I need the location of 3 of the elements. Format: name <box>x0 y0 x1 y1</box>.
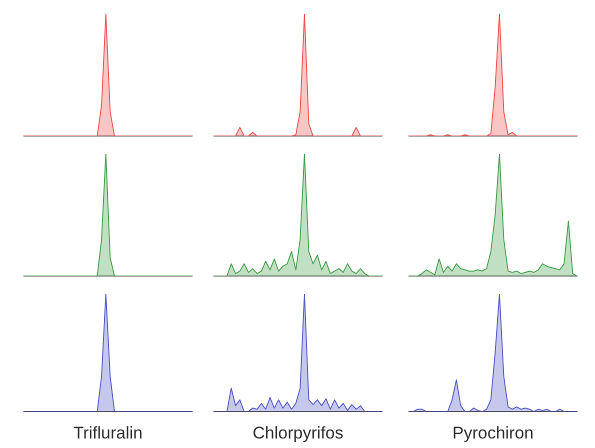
x-axis-title: Pyrochiron <box>452 423 534 442</box>
x-axis-title: Chlorpyrifos <box>252 423 344 442</box>
x-axis-title: Trifluralin <box>73 423 143 442</box>
